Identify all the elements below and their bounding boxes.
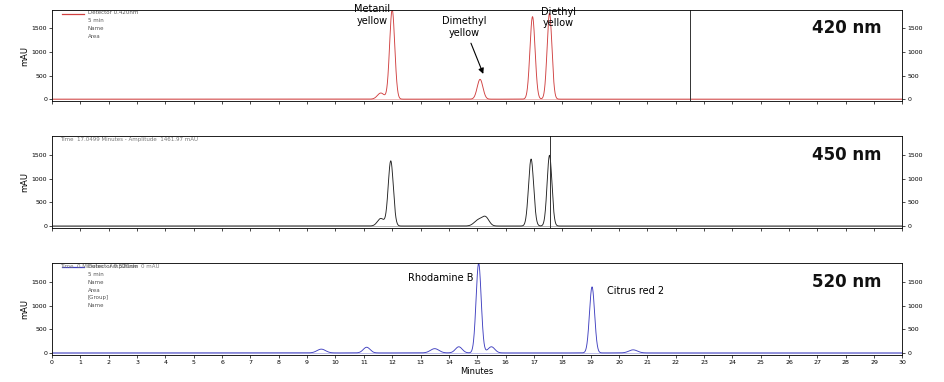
Y-axis label: mAU: mAU [20,299,29,319]
Text: Area: Area [88,34,100,39]
Text: Detector 0.420nm: Detector 0.420nm [88,10,138,15]
Text: 5 min: 5 min [88,272,103,277]
Text: Rhodamine B: Rhodamine B [407,273,473,283]
Text: Diethyl
yellow: Diethyl yellow [540,7,575,28]
Text: Name: Name [88,280,104,285]
Text: [Group]: [Group] [88,296,109,301]
Text: Detector 0.520nm: Detector 0.520nm [88,264,138,269]
Text: Name: Name [88,26,104,31]
Text: 5 min: 5 min [88,18,103,23]
Text: Time  17.0499 Minutes - Amplitude  1461.97 mAU: Time 17.0499 Minutes - Amplitude 1461.97… [60,138,198,142]
Text: Area: Area [88,288,100,293]
Text: 450 nm: 450 nm [811,146,880,163]
Text: Dimethyl
yellow: Dimethyl yellow [442,16,486,73]
Text: Citrus red 2: Citrus red 2 [607,286,664,296]
Y-axis label: mAU: mAU [20,45,29,66]
Y-axis label: mAU: mAU [20,172,29,193]
X-axis label: Minutes: Minutes [460,366,494,376]
Text: Name: Name [88,303,104,308]
Text: 520 nm: 520 nm [811,272,880,290]
Text: Time  0 Minutes - Amplitude  0 mAU: Time 0 Minutes - Amplitude 0 mAU [60,264,160,269]
Text: 420 nm: 420 nm [811,19,880,37]
Text: Metanil
yellow: Metanil yellow [354,5,390,26]
